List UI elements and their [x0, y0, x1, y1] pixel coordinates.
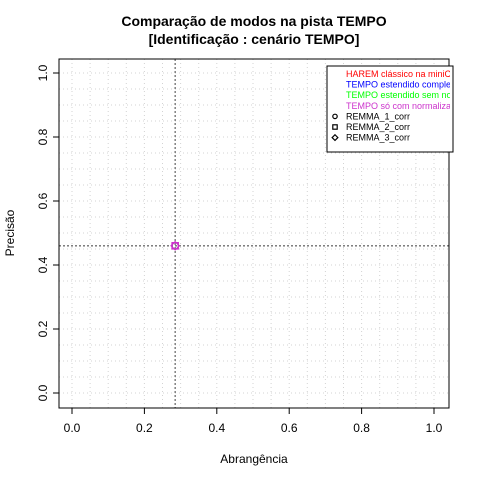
x-tick-label: 0.8	[353, 421, 370, 435]
data-points	[170, 240, 181, 251]
legend-box	[326, 65, 454, 153]
x-axis: 0.0 0.2 0.4 0.6 0.8 1.0	[64, 408, 443, 435]
y-axis: 0.0 0.2 0.4 0.6 0.8 1.0	[36, 64, 59, 401]
x-axis-label: Abrangência	[220, 452, 288, 466]
legend-symbol-square	[332, 124, 338, 130]
data-point-square	[171, 242, 179, 250]
data-point-diamond	[170, 240, 181, 251]
y-tick-label: 0.8	[36, 128, 50, 145]
legend-entry-label: TEMPO só com normaliza	[346, 101, 451, 111]
x-tick-label: 0.6	[281, 421, 298, 435]
y-axis-label: Precisão	[3, 209, 17, 256]
legend-entry-label: REMMA_2_corr	[346, 122, 410, 132]
legend-entry-label: REMMA_3_corr	[346, 133, 410, 143]
legend-entry-label: REMMA_1_corr	[346, 111, 410, 121]
legend-entry-label: TEMPO estendido comple	[346, 80, 451, 90]
x-tick-label: 0.0	[64, 421, 81, 435]
legend-symbol-circle	[332, 113, 338, 120]
y-tick-label: 0.6	[36, 192, 50, 209]
legend-symbol-diamond	[331, 133, 339, 142]
legend-entry-label: HAREM clássico na miniC	[346, 69, 452, 79]
x-tick-label: 0.2	[136, 421, 153, 435]
chart-subtitle: [Identificação : cenário TEMPO]	[149, 31, 360, 47]
y-tick-label: 0.4	[36, 256, 50, 273]
y-tick-label: 0.0	[36, 384, 50, 401]
legend-entry-label: TEMPO estendido sem no	[346, 90, 452, 100]
x-tick-label: 0.4	[208, 421, 225, 435]
chart-title: Comparação de modos na pista TEMPO	[121, 13, 386, 29]
y-tick-label: 0.2	[36, 320, 50, 337]
y-tick-label: 1.0	[36, 64, 50, 81]
reference-lines	[59, 59, 449, 408]
plot-frame	[58, 58, 450, 409]
x-tick-label: 1.0	[426, 421, 443, 435]
grid	[59, 59, 449, 408]
